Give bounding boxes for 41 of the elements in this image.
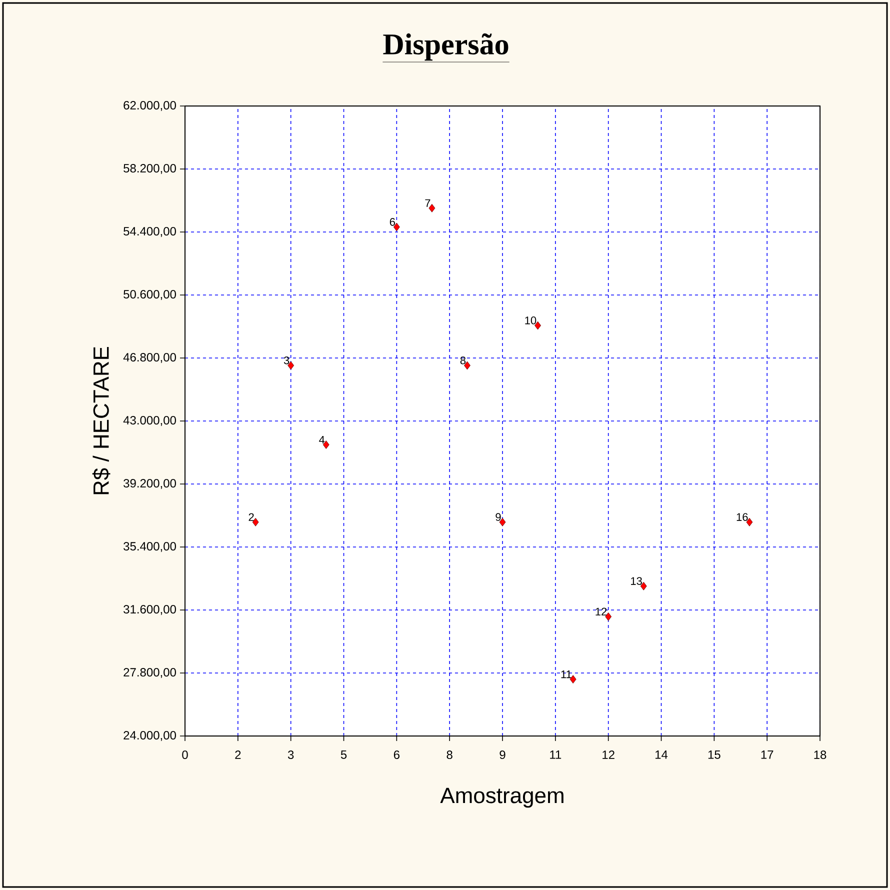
x-tick-label: 9 [500, 750, 506, 760]
y-tick-label: 39.200,00 [124, 479, 176, 489]
annotation: 12 [596, 608, 607, 616]
x-axis-title: Amostragem [440, 788, 564, 808]
annotation: 11 [561, 670, 572, 678]
y-tick-label: 62.000,00 [124, 101, 176, 111]
x-tick-label: 5 [340, 750, 347, 759]
y-tick-label: 27.800,00 [124, 668, 176, 678]
y-tick-label: 31.600,00 [124, 605, 176, 615]
y-axis-title: R$ / HECTARE [92, 346, 110, 494]
x-tick-label: 8 [446, 750, 452, 760]
point [605, 612, 612, 621]
y-tick-label: 50.600,00 [124, 290, 176, 300]
x-tick-label: 18 [814, 750, 826, 760]
annotation: 13 [631, 577, 642, 585]
annotation: 7 [425, 199, 430, 207]
annotation: 3 [284, 356, 290, 364]
x-tick-label: 2 [235, 750, 241, 759]
y-tick-label: 58.200,00 [124, 164, 176, 174]
y-tick-label: 43.000,00 [123, 416, 176, 426]
annotation: 4 [319, 436, 325, 444]
annotation: 2 [248, 513, 254, 521]
annotation: 8 [460, 356, 466, 364]
x-tick-label: 0 [182, 750, 188, 760]
point [464, 361, 470, 370]
x-tick-label: 12 [602, 750, 614, 759]
x-tick-label: 11 [550, 750, 562, 759]
annotation: 10 [525, 316, 536, 324]
x-tick-label: 15 [708, 750, 720, 759]
y-tick-label: 46.800,00 [123, 353, 176, 363]
x-tick-label: 6 [394, 750, 400, 760]
y-tick-label: 54.400,00 [124, 227, 176, 237]
x-tick-label: 3 [288, 750, 294, 760]
y-tick-label: 24.000,00 [124, 731, 176, 741]
x-tick-label: 14 [655, 750, 668, 759]
annotation: 9 [496, 513, 501, 521]
x-tick-label: 17 [761, 750, 774, 759]
y-tick-label: 35.400,00 [124, 542, 176, 552]
chart-title: Dispersão [383, 33, 508, 61]
annotation: 16 [736, 513, 748, 521]
annotation: 6 [390, 218, 395, 226]
